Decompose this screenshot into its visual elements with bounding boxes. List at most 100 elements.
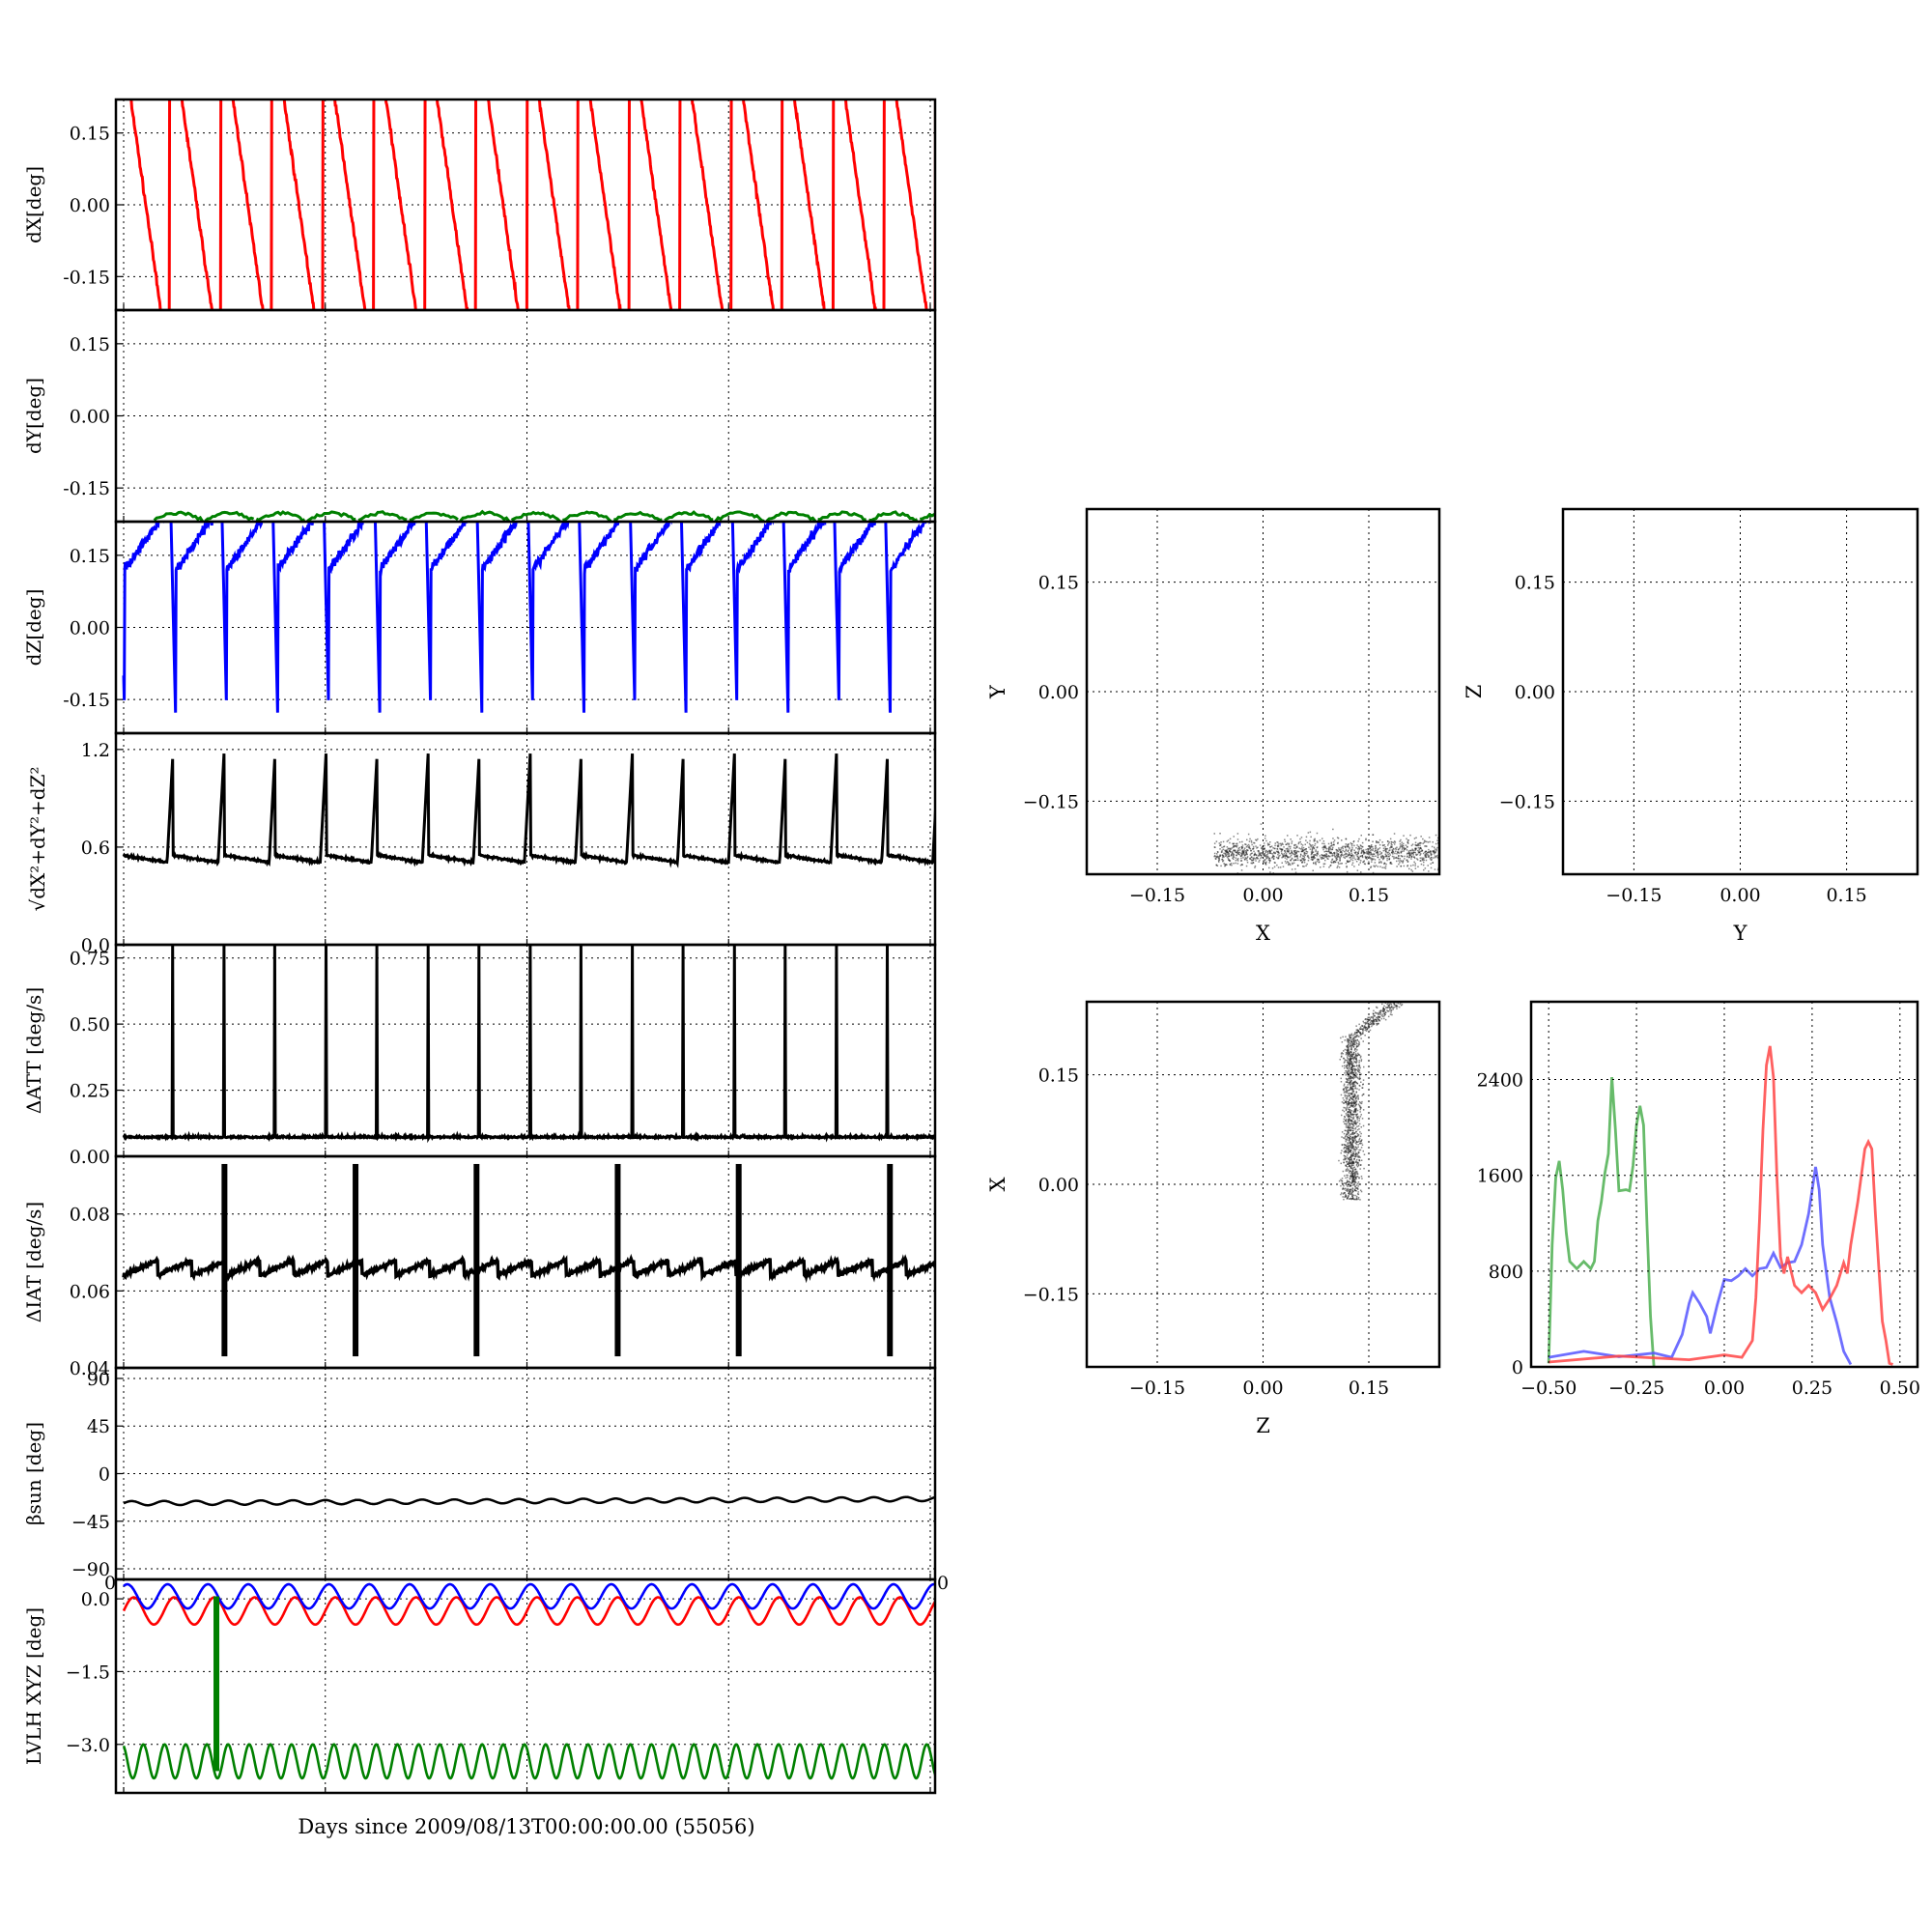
scatter-point: [1351, 1127, 1354, 1129]
scatter-point: [1331, 844, 1333, 846]
scatter-point: [1357, 1031, 1359, 1033]
scatter-point: [1353, 1096, 1355, 1098]
scatter-point: [1349, 1051, 1351, 1053]
scatter-point: [1424, 851, 1426, 853]
scatter-point: [1345, 1193, 1347, 1196]
scatter-point: [1347, 1053, 1349, 1055]
scatter-point: [1354, 1171, 1356, 1173]
scatter-point: [1343, 1092, 1346, 1094]
scatter-point: [1295, 852, 1297, 854]
scatter-point: [1388, 1006, 1391, 1009]
scatter-point: [1364, 1029, 1366, 1032]
scatter-point: [1350, 1133, 1351, 1136]
scatter-point: [1356, 1117, 1358, 1119]
scatter-point: [1355, 1178, 1357, 1180]
scatter-point: [1267, 859, 1270, 861]
scatter-point: [1404, 858, 1406, 860]
scatter-point: [1345, 1182, 1347, 1184]
scatter-point: [1339, 857, 1341, 859]
scatter-point: [1356, 878, 1358, 880]
scatter-point: [1363, 1153, 1366, 1155]
scatter-point: [1347, 850, 1349, 853]
scatter-point: [1345, 1059, 1348, 1062]
scatter-point: [1361, 841, 1364, 844]
scatter-point: [1350, 1070, 1352, 1073]
scatter-point: [1344, 1158, 1347, 1160]
scatter-point: [1351, 847, 1353, 849]
scatter-point: [1282, 856, 1285, 858]
scatter-point: [1356, 1165, 1359, 1168]
scatter-point: [1355, 1143, 1357, 1146]
scatter-point: [1346, 1190, 1349, 1192]
scatter-point: [1374, 850, 1376, 853]
scatter-point: [1366, 1020, 1369, 1023]
scatter-point: [1323, 842, 1325, 845]
scatter-point: [1365, 1030, 1368, 1032]
scatter-point: [1388, 849, 1390, 852]
scatter-point: [1357, 1070, 1359, 1072]
scatter-point: [1367, 853, 1369, 855]
scatter-point: [1350, 1053, 1353, 1055]
scatter-point: [1426, 840, 1428, 843]
scatter-point: [1260, 823, 1263, 825]
scatter-point: [1377, 848, 1378, 851]
scatter-point: [1402, 862, 1404, 864]
scatter-point: [1352, 1153, 1354, 1155]
scatter-point: [1230, 848, 1232, 851]
scatter-point: [1291, 851, 1293, 853]
scatter-point: [1409, 852, 1412, 854]
scatter-point: [1299, 859, 1301, 862]
scatter-point: [1345, 1177, 1347, 1179]
scatter-point: [1346, 1179, 1349, 1181]
scatter-point: [1415, 853, 1417, 856]
scatter-point: [1353, 1148, 1355, 1150]
scatter-point: [1345, 1120, 1347, 1122]
scatter-point: [1316, 846, 1318, 849]
scatter-point: [1354, 1169, 1356, 1171]
scatter-point: [1350, 1167, 1352, 1170]
scatter-point: [1354, 1128, 1356, 1130]
scatter-point: [1421, 849, 1424, 852]
scatter-point: [1358, 1139, 1360, 1141]
scatter-point: [1343, 1182, 1346, 1184]
scatter-point: [1285, 862, 1288, 865]
scatter-point: [1349, 846, 1350, 849]
scatter-point: [1345, 1087, 1347, 1089]
scatter-point: [1360, 1159, 1363, 1161]
scatter-point: [1350, 1165, 1352, 1168]
scatter-point: [1357, 1044, 1360, 1047]
scatter-point: [1352, 1116, 1355, 1118]
scatter-point: [1380, 1009, 1382, 1012]
scatter-point: [1351, 1179, 1353, 1181]
scatter-point: [1347, 1046, 1349, 1048]
scatter-point: [1406, 865, 1408, 867]
scatter-point: [1352, 1184, 1354, 1186]
scatter-point: [1377, 1023, 1378, 1025]
scatter-point: [1378, 1018, 1380, 1021]
scatter-point: [1313, 863, 1315, 865]
scatter-point: [1398, 851, 1400, 853]
scatter-point: [1352, 1114, 1354, 1116]
scatter-point: [1354, 1071, 1356, 1073]
scatter-point: [1350, 1112, 1351, 1114]
scatter-point: [1330, 841, 1333, 843]
scatter-point: [1387, 844, 1389, 846]
diat-spike: [887, 1163, 894, 1357]
scatter-point: [1345, 1165, 1348, 1167]
scatter-point: [1299, 853, 1302, 856]
scatter-point: [1345, 1065, 1348, 1067]
scatter-point: [1359, 1071, 1361, 1074]
scatter-point: [1349, 1193, 1350, 1196]
scatter-point: [1420, 853, 1422, 855]
scatter-point: [1347, 1166, 1349, 1168]
scatter-point: [1314, 839, 1316, 841]
scatter-point: [1384, 1013, 1386, 1016]
scatter-point: [1311, 852, 1313, 855]
scatter-point: [1368, 1016, 1371, 1018]
scatter-point: [1402, 847, 1404, 849]
scatter-point: [1341, 863, 1343, 865]
scatter-point: [1346, 1088, 1348, 1090]
scatter-point: [1314, 842, 1317, 845]
scatter-point: [1362, 849, 1365, 851]
scatter-point: [1357, 1146, 1359, 1148]
